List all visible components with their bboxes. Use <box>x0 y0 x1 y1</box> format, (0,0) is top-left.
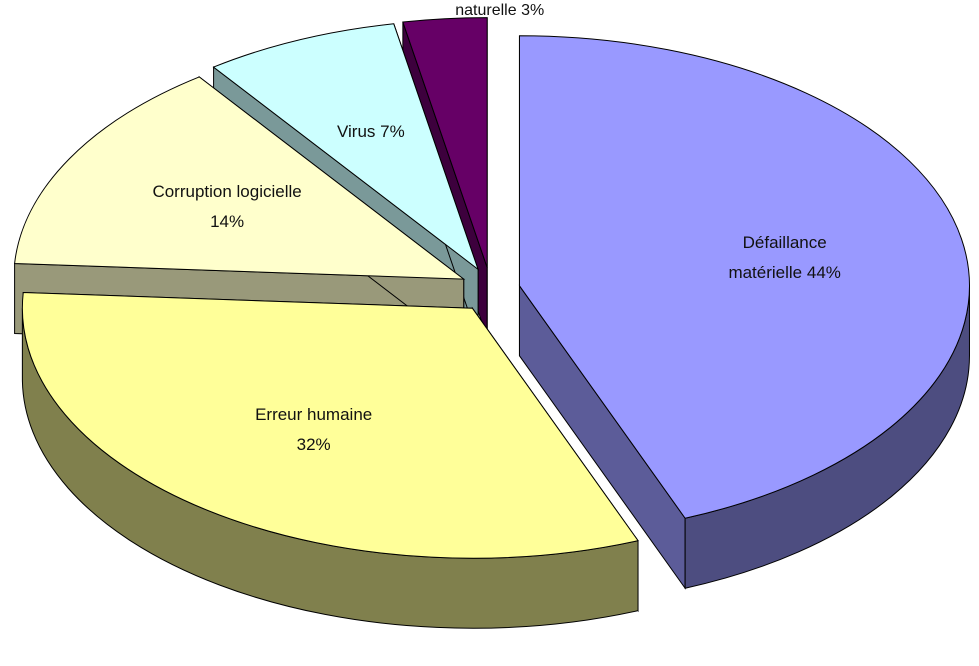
slice <box>14 76 466 280</box>
slice <box>518 35 970 519</box>
category-label: Catastrophes naturelle <box>455 1 517 19</box>
slice <box>21 291 639 559</box>
value-label: 32% <box>296 434 331 454</box>
value-label: 44% <box>806 262 841 282</box>
slice <box>212 23 480 271</box>
value-label: 14% <box>210 211 245 231</box>
value-label: 7% <box>380 121 405 141</box>
slice-label: Défaillance matérielle 44% <box>710 228 860 288</box>
category-label: Virus <box>336 121 376 141</box>
value-label: 3% <box>521 1 545 19</box>
category-label: Défaillance matérielle <box>728 232 827 282</box>
category-label: Erreur humaine <box>255 404 373 424</box>
slice <box>402 17 488 268</box>
slice-label: Erreur humaine 32% <box>239 400 389 460</box>
slice-label: Corruption logicielle 14% <box>152 177 302 237</box>
slice-label: Virus 7% <box>296 117 446 147</box>
slice-label: Catastrophes naturelle 3% <box>445 0 555 23</box>
category-label: Corruption logicielle <box>152 181 302 201</box>
